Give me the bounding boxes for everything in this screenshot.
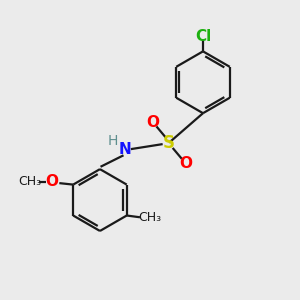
Text: O: O <box>46 174 59 189</box>
Text: O: O <box>146 115 159 130</box>
Text: N: N <box>118 142 131 158</box>
Text: CH₃: CH₃ <box>139 212 162 224</box>
Text: CH₃: CH₃ <box>19 175 42 188</box>
Text: Cl: Cl <box>195 29 211 44</box>
Text: S: S <box>163 134 175 152</box>
Text: H: H <box>107 134 118 148</box>
Text: O: O <box>179 156 192 171</box>
